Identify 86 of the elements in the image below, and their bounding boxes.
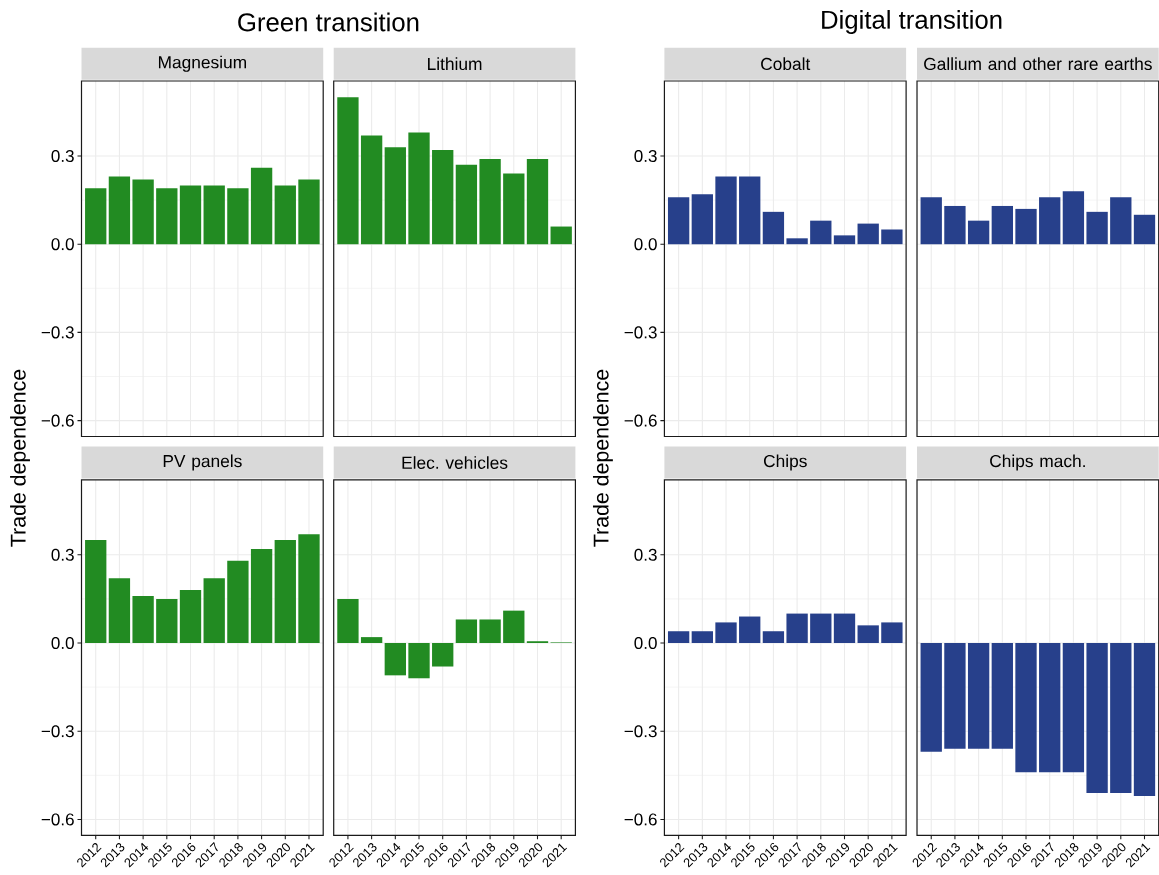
bar (455, 164, 478, 245)
bar (274, 540, 296, 643)
bar (360, 637, 383, 643)
y-tick-label: −0.6 (624, 813, 657, 826)
bar (479, 158, 501, 245)
bar (739, 176, 761, 245)
bar (1133, 214, 1156, 245)
bar (408, 642, 430, 679)
chart-title: Magnesium (158, 55, 246, 72)
chart-title: Gallium and other rare earths (924, 57, 1152, 71)
bar (667, 197, 690, 245)
bar (810, 220, 832, 245)
bar (857, 223, 879, 245)
y-tick-label: −0.3 (41, 725, 74, 738)
y-axis-title: Trade dependence (592, 369, 613, 547)
bar (337, 598, 359, 643)
y-axis-title: Trade dependence (10, 369, 30, 547)
bar (479, 619, 501, 643)
bar (691, 194, 713, 245)
bar (526, 158, 549, 245)
bar (298, 534, 320, 643)
bar (360, 135, 383, 245)
bar (920, 197, 942, 245)
y-tick-label: 0.3 (634, 149, 657, 163)
chart-title: Chips (763, 454, 807, 471)
bar (833, 235, 856, 245)
bar (108, 578, 131, 643)
bar (1015, 208, 1037, 245)
y-tick-label: −0.6 (41, 813, 74, 826)
y-tick-label: 0.0 (634, 636, 657, 650)
bar (881, 622, 903, 643)
bar (857, 625, 879, 643)
bar (432, 642, 454, 667)
y-tick-label: 0.3 (51, 149, 74, 163)
bar (762, 211, 785, 245)
chart-title: PV panels (163, 454, 242, 471)
bar (810, 613, 832, 643)
y-tick-label: −0.3 (624, 725, 657, 738)
chart-title: Cobalt (761, 57, 811, 71)
bar (739, 616, 761, 643)
bar (667, 631, 690, 643)
bar (503, 173, 525, 245)
bar (156, 598, 178, 643)
y-tick-label: 0.0 (51, 636, 74, 650)
chart-title: Elec. vehicles (402, 456, 508, 469)
bar (337, 97, 359, 245)
bar (179, 590, 202, 643)
bar (408, 132, 430, 245)
y-tick-label: 0.0 (634, 238, 657, 251)
bar (715, 176, 737, 245)
bar (1062, 191, 1085, 245)
text: Digital transition (822, 9, 1002, 34)
y-tick-label: 0.3 (634, 548, 657, 561)
bar (550, 226, 572, 245)
bar (762, 631, 785, 643)
bar (1039, 197, 1061, 245)
bar (967, 220, 990, 245)
bar (1086, 211, 1108, 245)
bar (384, 642, 406, 676)
bar (203, 578, 225, 643)
chart-title: Chips mach. (990, 454, 1085, 471)
bar (786, 238, 808, 245)
text: Green transition (238, 12, 419, 32)
chart-title: Lithium (428, 57, 482, 71)
bar (227, 560, 249, 643)
bar (1110, 197, 1132, 245)
y-tick-label: 0.3 (51, 548, 74, 561)
bar (715, 622, 737, 643)
bar (432, 150, 454, 245)
bar (85, 540, 107, 643)
y-tick-label: −0.3 (624, 326, 657, 339)
bar (786, 613, 808, 643)
y-tick-label: −0.3 (41, 326, 74, 339)
bar (132, 595, 154, 643)
bar (944, 205, 966, 245)
y-tick-label: 0.0 (51, 238, 74, 251)
bar (691, 631, 713, 643)
bar (833, 613, 856, 643)
y-tick-label: −0.6 (624, 414, 657, 427)
bar (881, 229, 903, 245)
bar (384, 147, 406, 245)
bar (455, 619, 478, 643)
y-tick-label: −0.6 (41, 414, 74, 427)
bar (991, 205, 1013, 245)
bar (503, 610, 525, 643)
bar (250, 548, 273, 643)
